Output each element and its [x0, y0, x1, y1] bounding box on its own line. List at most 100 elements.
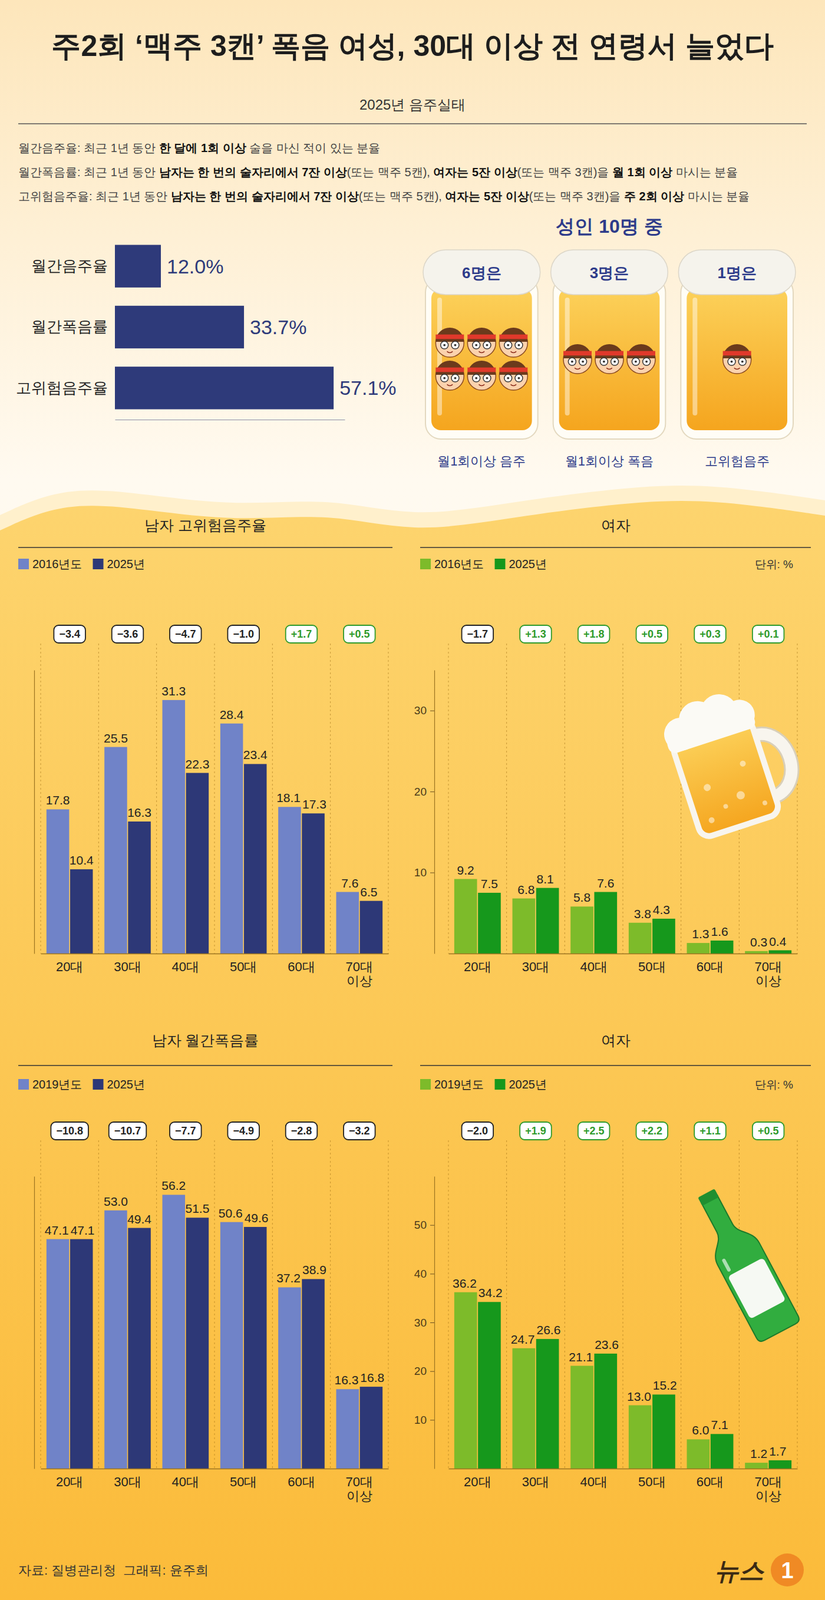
tick: 20대: [55, 1468, 84, 1490]
data-label: 51.5: [185, 1201, 210, 1216]
tick: 월간폭음률: [31, 317, 108, 336]
icon-hair: [499, 360, 528, 375]
guide-line: [622, 643, 624, 954]
bar: [127, 821, 151, 954]
subtitle-rule: [18, 123, 807, 125]
icon-glass: [599, 357, 608, 366]
tick: 70대이상: [345, 1468, 374, 1504]
definition-part: (또는 맥주 5캔),: [358, 189, 446, 203]
tick-label: 70대이상: [345, 959, 374, 989]
definition-part: 주 2회 이상: [624, 189, 685, 203]
tick-label: 30대: [522, 959, 550, 975]
title-rule: [18, 1064, 393, 1067]
mug-beer: [559, 288, 660, 431]
x-axis: 20대30대40대50대60대70대이상: [41, 1468, 389, 1504]
bar: [104, 747, 128, 954]
icon-headband: [499, 334, 528, 340]
tick-label: 월간폭음률: [31, 317, 108, 336]
tick-line: [430, 1225, 435, 1226]
change-badge: +0.3: [694, 625, 726, 643]
icon-eye: [613, 360, 616, 363]
icon-hair: [595, 344, 624, 359]
tick-label: 20대: [55, 959, 84, 975]
icon-eye: [506, 344, 510, 347]
change-box: [578, 1122, 610, 1140]
data-label: 34.2: [478, 1285, 503, 1300]
data-label: 6.8: [517, 882, 535, 897]
change-badge: −3.2: [343, 1122, 376, 1140]
tick-label: 20대: [463, 1474, 491, 1490]
definition-part: 월간폭음률: 최근 1년 동안: [18, 165, 160, 179]
tick-label: 30: [414, 1316, 427, 1329]
icon-eye: [602, 360, 606, 363]
legend-swatch: [495, 1078, 506, 1090]
mug-glass: [680, 276, 794, 440]
tick-label: 20: [414, 785, 427, 798]
bar: [477, 892, 501, 954]
icon-eye: [571, 360, 574, 363]
icon-eye: [443, 377, 446, 380]
data-label: 3.8: [634, 906, 652, 921]
data-label: 33.7%: [249, 315, 307, 339]
tick: 고위험음주율: [15, 378, 108, 397]
x-axis: [115, 419, 346, 421]
icon-headband: [723, 351, 752, 356]
person-icon: [435, 360, 464, 391]
bar: [162, 1194, 186, 1469]
change-box: [752, 625, 785, 643]
icon-glass: [579, 357, 587, 366]
change-box: [227, 625, 260, 643]
tick: 30대: [522, 1468, 550, 1490]
change-badge: +2.2: [636, 1122, 669, 1140]
tick: 60대: [287, 953, 315, 975]
tick-label: 10: [414, 866, 427, 879]
data-label: 16.3: [334, 1373, 359, 1387]
data-label: 5.8: [573, 890, 591, 904]
data-label: 0.3: [750, 935, 768, 949]
tick-label-line: 이상: [346, 973, 373, 989]
guide-line: [448, 1140, 450, 1469]
tick-label: 10: [414, 1413, 427, 1427]
mug-foam: [550, 249, 669, 295]
bar: [46, 809, 70, 954]
tick: 40대: [172, 953, 200, 975]
bars: [454, 879, 792, 954]
bar: [536, 888, 560, 954]
tick-label: 30: [414, 704, 427, 717]
change-box: [519, 625, 552, 643]
definition-part: (또는 맥주 3캔)을: [517, 165, 613, 179]
guide-line: [272, 1140, 273, 1469]
guide-line: [448, 643, 450, 954]
change-badge: −7.7: [169, 1122, 202, 1140]
tick-line: [430, 1273, 435, 1275]
data-label: 7.6: [341, 876, 359, 890]
legend-label: 2016년도: [434, 557, 485, 571]
icon-glass: [504, 374, 513, 382]
data-label: 7.5: [480, 876, 498, 891]
tick-label: 50대: [638, 1474, 666, 1490]
bar: [594, 1353, 617, 1469]
mug-bubble: [722, 803, 729, 810]
change-label: +2.5: [583, 1124, 605, 1137]
icon-glass: [451, 341, 460, 349]
icon-glass: [483, 374, 491, 382]
change-box: [636, 1122, 669, 1140]
guide-line: [156, 1140, 157, 1469]
bar: [186, 1217, 210, 1469]
tick: 50대: [229, 953, 257, 975]
data-label: 7.1: [711, 1417, 729, 1432]
data-label: 24.7: [510, 1332, 536, 1346]
bar: [336, 892, 360, 954]
y-axis: [34, 670, 35, 955]
icon-glass: [504, 341, 513, 349]
chart-title: 남자 월간폭음률: [152, 1031, 260, 1049]
bar: [768, 1460, 792, 1469]
change-box: [285, 1122, 318, 1140]
tick-label: 50대: [229, 959, 257, 975]
bar: [360, 901, 384, 954]
bar: [243, 1226, 267, 1469]
axis-line: [41, 1468, 389, 1470]
bar: [652, 1394, 676, 1469]
tick-label: 40대: [579, 1474, 607, 1490]
change-badge: +1.7: [285, 625, 318, 643]
